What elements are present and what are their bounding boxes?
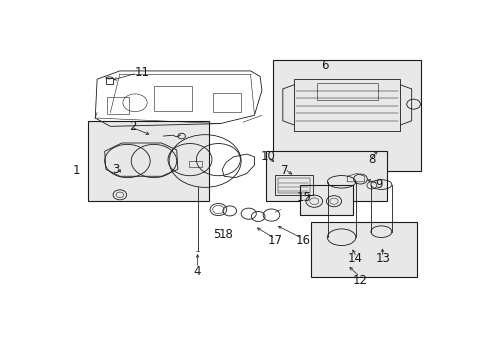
Bar bbox=[275, 175, 312, 195]
Text: 17: 17 bbox=[267, 234, 282, 247]
Text: 12: 12 bbox=[352, 274, 367, 287]
Text: 18: 18 bbox=[218, 228, 233, 241]
Bar bbox=[106, 97, 129, 114]
Text: 15: 15 bbox=[296, 190, 310, 203]
Text: 3: 3 bbox=[112, 163, 120, 176]
Text: 10: 10 bbox=[260, 150, 275, 163]
Text: 8: 8 bbox=[367, 153, 375, 166]
Text: 5: 5 bbox=[212, 228, 220, 241]
Bar bbox=[277, 177, 309, 193]
Bar bbox=[87, 121, 208, 201]
Text: 14: 14 bbox=[346, 252, 362, 265]
Text: 11: 11 bbox=[135, 66, 150, 79]
Text: 7: 7 bbox=[281, 164, 288, 177]
Bar bbox=[212, 93, 241, 112]
Text: 6: 6 bbox=[320, 59, 327, 72]
Bar bbox=[154, 86, 191, 111]
Bar bbox=[311, 222, 417, 278]
Text: 16: 16 bbox=[296, 234, 310, 247]
Text: 9: 9 bbox=[375, 178, 383, 191]
Bar bbox=[273, 60, 420, 171]
Bar bbox=[316, 84, 377, 100]
Text: 2: 2 bbox=[129, 120, 137, 133]
Bar bbox=[299, 185, 352, 215]
Bar bbox=[105, 78, 112, 84]
Text: 4: 4 bbox=[193, 265, 201, 278]
Bar bbox=[265, 151, 386, 201]
Text: 13: 13 bbox=[375, 252, 390, 265]
Bar bbox=[294, 79, 400, 131]
Text: 1: 1 bbox=[72, 164, 80, 177]
Bar bbox=[189, 161, 202, 167]
